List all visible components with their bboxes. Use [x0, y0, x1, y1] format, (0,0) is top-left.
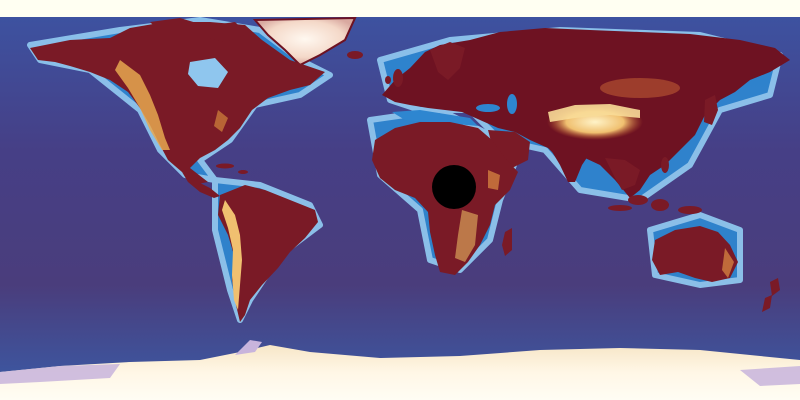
antarctic-peninsula	[235, 340, 262, 355]
location-marker	[432, 165, 476, 209]
maritime-southeast-asia	[608, 157, 702, 214]
southeast-asia	[605, 158, 640, 190]
top-band	[0, 0, 800, 17]
indian-subcontinent	[548, 140, 592, 182]
great-dividing-range	[722, 248, 734, 278]
appalachians	[214, 110, 228, 132]
himalaya-ridge	[548, 104, 640, 122]
madagascar	[502, 228, 512, 256]
andes	[222, 200, 242, 310]
arabian-peninsula	[488, 130, 530, 168]
arctic-islands	[150, 18, 248, 42]
central-asia-highlands	[600, 78, 680, 98]
ice-shelf-shadow-east	[740, 366, 800, 386]
british-isles	[385, 69, 403, 87]
antarctica	[0, 345, 800, 400]
greenland	[252, 16, 357, 67]
ethiopian-highlands	[488, 170, 500, 190]
caribbean-islands	[216, 163, 248, 174]
ice-shelf-shadow	[0, 364, 120, 384]
japan	[704, 95, 718, 125]
central-america	[182, 172, 220, 198]
australia	[652, 226, 738, 282]
north-america	[30, 22, 325, 184]
new-zealand	[762, 278, 780, 312]
black-sea	[476, 104, 500, 112]
rocky-mountains	[115, 60, 170, 150]
mediterranean-sea	[392, 110, 478, 126]
hudson-bay	[188, 58, 228, 88]
scandinavia	[430, 42, 465, 80]
east-african-plateau	[455, 210, 478, 262]
south-america	[218, 185, 318, 322]
caspian-sea	[507, 94, 517, 114]
iceland	[347, 51, 363, 59]
